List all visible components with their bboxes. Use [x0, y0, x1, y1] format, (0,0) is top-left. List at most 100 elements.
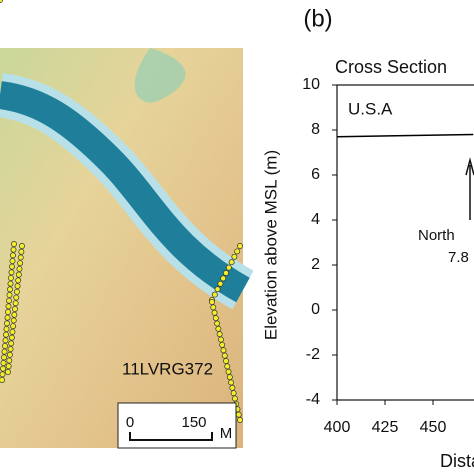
survey-point [10, 252, 16, 259]
survey-point [1, 348, 8, 355]
survey-point [14, 283, 21, 290]
survey-point [223, 358, 229, 364]
survey-point [228, 379, 235, 386]
survey-point [6, 292, 13, 298]
annotation: 7.8 [448, 249, 469, 266]
survey-point [15, 277, 22, 284]
survey-point [231, 395, 238, 402]
survey-point [231, 253, 238, 260]
panel-label: (b) [303, 5, 332, 32]
scale-end: 150 [181, 414, 206, 431]
survey-point [0, 0, 3, 3]
survey-point [3, 331, 9, 338]
y-axis-title: Elevation above MSL (m) [261, 150, 280, 340]
legend-label: U.S.A [348, 99, 393, 118]
survey-point [215, 325, 222, 332]
survey-point [6, 351, 13, 358]
survey-point [16, 265, 23, 272]
survey-point [4, 320, 10, 327]
survey-point [12, 300, 19, 307]
survey-point [0, 365, 6, 372]
survey-point [211, 291, 218, 298]
survey-point [7, 346, 14, 353]
survey-point [221, 352, 228, 359]
survey-point [217, 280, 224, 287]
survey-point [19, 243, 25, 249]
survey-point [5, 363, 12, 370]
survey-point [220, 347, 227, 354]
survey-point [10, 246, 17, 253]
survey-point [235, 411, 242, 418]
survey-point [13, 294, 20, 301]
survey-point [229, 384, 236, 391]
survey-point [12, 306, 18, 312]
scale-box [117, 402, 237, 449]
survey-point [9, 258, 16, 264]
x-tick-label: 425 [372, 419, 399, 436]
survey-point [8, 340, 15, 347]
survey-point [0, 377, 5, 383]
survey-point [230, 390, 237, 397]
survey-point [10, 323, 17, 330]
survey-point [2, 343, 8, 349]
survey-point [7, 286, 13, 293]
x-tick-label: 400 [324, 419, 351, 436]
survey-point [224, 363, 231, 370]
survey-point [1, 354, 7, 361]
survey-point [214, 320, 221, 327]
x-axis-title: Distan [440, 451, 474, 471]
annotation-arrow [465, 157, 474, 220]
survey-point [210, 304, 217, 311]
survey-point [0, 371, 6, 378]
river [0, 81, 250, 303]
survey-point [225, 264, 232, 271]
y-tick-label: 4 [311, 211, 320, 228]
survey-point [237, 243, 243, 249]
map: 11LVRG372 0 150 M [0, 0, 254, 449]
survey-point [13, 288, 20, 295]
y-tick-label: 0 [311, 301, 320, 318]
y-tick-label: 8 [311, 121, 320, 138]
survey-point [226, 374, 233, 381]
survey-point [217, 336, 224, 343]
map-field [134, 48, 186, 103]
survey-point [7, 280, 14, 287]
map-label: 11LVRG372 [122, 359, 213, 378]
survey-point [17, 254, 24, 261]
survey-point [15, 271, 22, 278]
x-tick-label: 450 [420, 419, 447, 436]
scale-bar [129, 432, 213, 441]
survey-point [237, 417, 243, 423]
survey-point [5, 369, 11, 375]
survey-point [209, 299, 215, 305]
survey-point [0, 360, 7, 366]
survey-point [214, 286, 221, 293]
survey-point [219, 341, 226, 348]
survey-point [6, 297, 12, 304]
y-tick-label: 10 [302, 76, 320, 93]
survey-point [8, 269, 15, 276]
survey-points [0, 0, 243, 423]
survey-point [8, 275, 14, 281]
survey-point [211, 309, 218, 316]
survey-point [228, 259, 235, 266]
survey-point [6, 357, 13, 364]
chart-title: Cross Section [335, 57, 447, 77]
survey-point [10, 317, 17, 324]
survey-point [8, 334, 15, 341]
survey-point [225, 368, 232, 375]
survey-point [9, 328, 16, 335]
survey-point [223, 270, 229, 276]
survey-point [17, 260, 24, 267]
survey-point [5, 303, 12, 310]
y-tick-label: 2 [311, 256, 320, 273]
survey-point [18, 248, 25, 255]
survey-point [216, 331, 223, 338]
survey-point [3, 326, 10, 332]
survey-point [11, 311, 18, 318]
y-tick-label: -4 [306, 391, 320, 408]
y-tick-label: -2 [306, 346, 320, 363]
survey-point [220, 275, 227, 282]
